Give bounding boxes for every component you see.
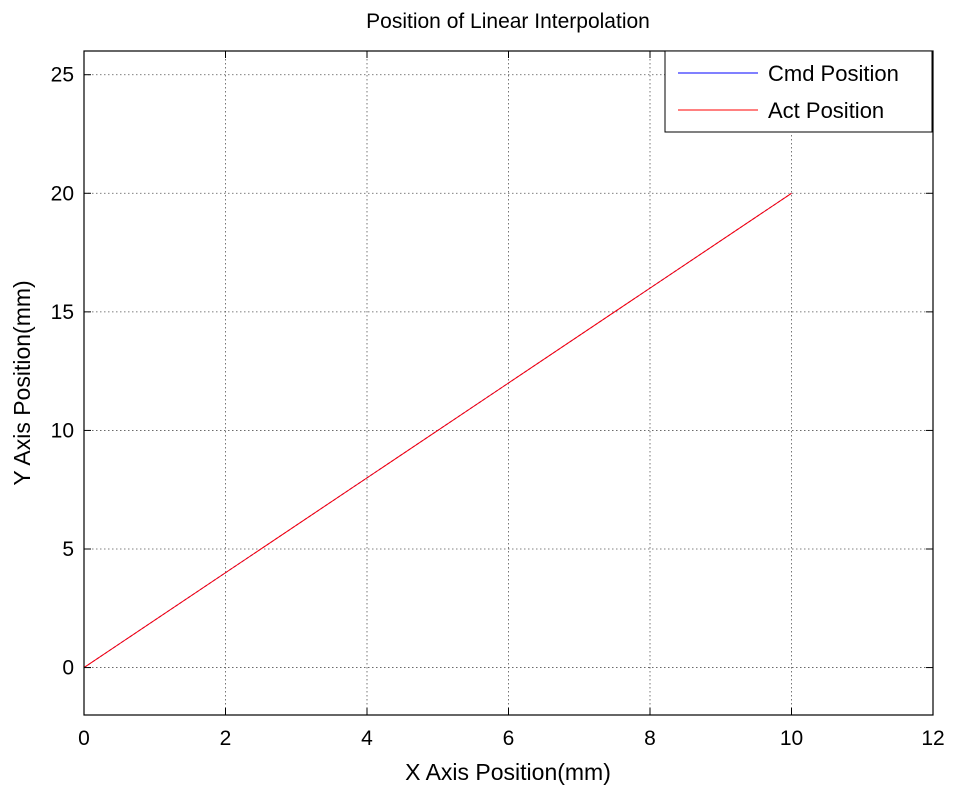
chart-title: Position of Linear Interpolation — [366, 10, 650, 33]
x-tick-label: 10 — [780, 727, 803, 750]
legend: Cmd Position Act Position — [664, 50, 933, 133]
legend-label-cmd-position: Cmd Position — [768, 61, 899, 86]
y-tick-label: 25 — [51, 64, 74, 87]
legend-box — [664, 50, 933, 133]
y-tick-label: 15 — [51, 301, 74, 324]
y-tick-label: 5 — [62, 538, 74, 561]
x-tick-label: 8 — [644, 727, 656, 750]
series-lines — [83, 192, 792, 668]
x-tick-label: 0 — [78, 727, 90, 750]
x-tick-label: 12 — [921, 727, 944, 750]
tick-labels: 0 2 4 6 8 10 12 0 5 10 15 20 25 — [51, 64, 945, 750]
y-tick-label: 0 — [62, 657, 74, 680]
y-tick-label: 20 — [51, 182, 74, 205]
x-axis-title: X Axis Position(mm) — [405, 759, 611, 785]
x-tick-label: 6 — [503, 727, 515, 750]
y-tick-label: 10 — [51, 419, 74, 442]
x-tick-label: 2 — [220, 727, 232, 750]
x-tick-label: 4 — [361, 727, 373, 750]
legend-label-act-position: Act Position — [768, 98, 884, 123]
y-axis-title: Y Axis Position(mm) — [9, 280, 35, 485]
series-line-act-position — [83, 192, 792, 668]
